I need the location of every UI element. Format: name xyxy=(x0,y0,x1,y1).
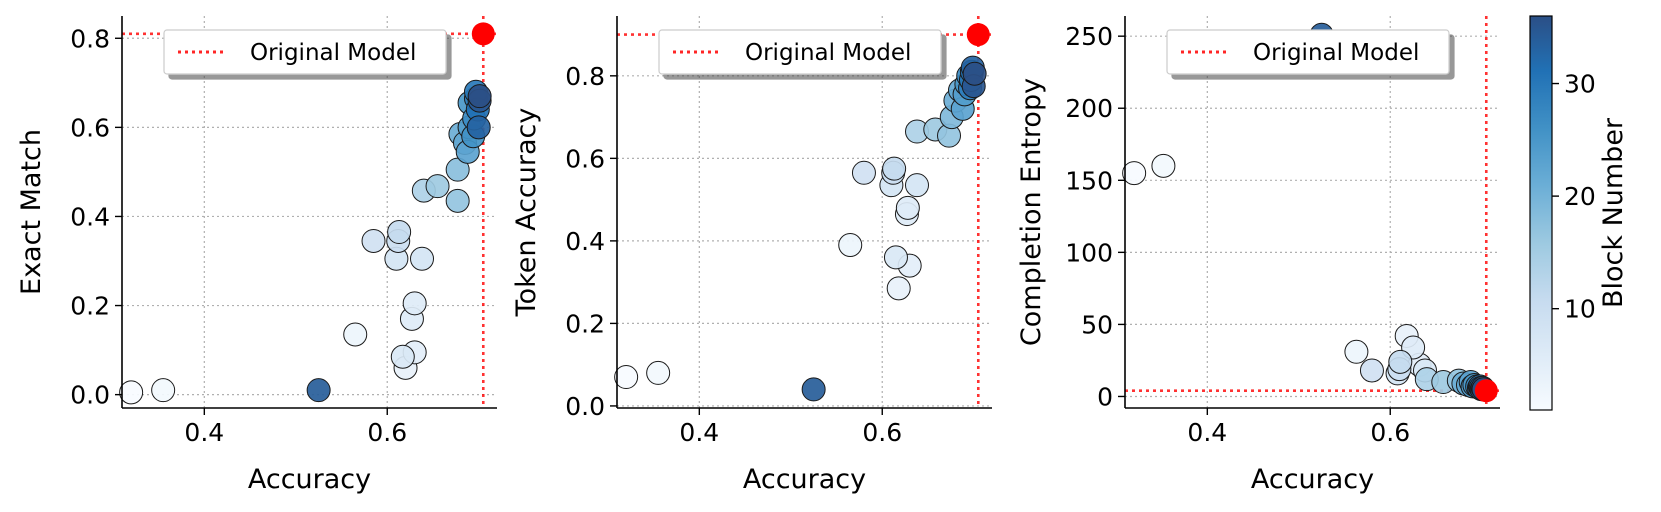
data-point xyxy=(801,377,826,402)
colorbar: 10 20 30 Block Number xyxy=(1529,15,1629,411)
legend-label: Original Model xyxy=(250,40,416,66)
data-point xyxy=(646,360,671,385)
data-point xyxy=(467,84,492,109)
y-axis-label: Completion Entropy xyxy=(1016,78,1047,346)
legend-label: Original Model xyxy=(745,40,911,66)
panel-token-accuracy: 0.4 0.6 0.0 0.2 0.4 0.6 0.8 Accuracy Token Accur… xyxy=(511,16,992,495)
legend-box xyxy=(1166,29,1450,75)
data-point xyxy=(838,233,863,258)
data-point xyxy=(1344,339,1369,364)
y-tick-label: 0.0 xyxy=(565,392,605,421)
colorbar-tick-label: 10 xyxy=(1564,295,1596,324)
colorbar-ticks: 10 20 30 xyxy=(1552,70,1596,324)
legend-box xyxy=(658,29,942,75)
gridlines xyxy=(122,16,497,408)
colorbar-tick-label: 20 xyxy=(1564,182,1596,211)
data-point xyxy=(390,344,415,369)
gridlines xyxy=(1125,16,1500,408)
y-axis-label: Exact Match xyxy=(16,129,47,295)
data-point xyxy=(1122,161,1147,186)
legend: Original Model xyxy=(1166,29,1450,75)
y-axis-label: Token Accuracy xyxy=(511,108,542,318)
panel-completion-entropy: 0.4 0.6 0 50 100 150 200 250 Accuracy Completion … xyxy=(1016,16,1500,495)
y-tick-label: 0.6 xyxy=(565,144,605,173)
original-model-point xyxy=(1474,379,1498,403)
x-axis-label: Accuracy xyxy=(248,464,371,495)
y-tick-label: 0.0 xyxy=(70,381,110,410)
data-point xyxy=(614,365,639,390)
x-tick-label: 0.6 xyxy=(367,418,407,447)
y-tick-label: 0.4 xyxy=(70,202,110,231)
x-tick-label: 0.6 xyxy=(862,418,902,447)
data-point xyxy=(402,291,427,316)
y-tick-label: 0.2 xyxy=(70,292,110,321)
data-point xyxy=(119,380,144,405)
x-axis-label: Accuracy xyxy=(743,464,866,495)
scatter-points xyxy=(119,79,492,405)
y-tick-label: 250 xyxy=(1065,22,1113,51)
y-tick-label: 0 xyxy=(1097,382,1113,411)
legend-box xyxy=(163,29,447,75)
data-point xyxy=(962,61,987,86)
data-point xyxy=(883,245,908,270)
gridlines xyxy=(617,16,992,408)
data-point xyxy=(886,276,911,301)
data-point xyxy=(1388,349,1413,374)
legend: Original Model xyxy=(163,29,447,75)
x-tick-label: 0.4 xyxy=(679,418,719,447)
data-point xyxy=(851,160,876,185)
x-tick-label: 0.4 xyxy=(184,418,224,447)
y-tick-label: 0.4 xyxy=(565,227,605,256)
data-point xyxy=(1359,358,1384,383)
legend-label: Original Model xyxy=(1253,40,1419,66)
y-tick-label: 150 xyxy=(1065,166,1113,195)
data-point xyxy=(343,322,368,347)
y-tick-label: 0.2 xyxy=(565,309,605,338)
y-tick-label: 0.8 xyxy=(565,62,605,91)
original-model-point xyxy=(966,23,990,47)
data-point xyxy=(361,228,386,253)
colorbar-label: Block Number xyxy=(1598,117,1629,308)
colorbar-gradient xyxy=(1529,15,1553,411)
data-point xyxy=(445,188,470,213)
scatter-points xyxy=(614,55,987,402)
y-tick-label: 100 xyxy=(1065,238,1113,267)
y-tick-label: 50 xyxy=(1081,310,1113,339)
colorbar-tick-label: 30 xyxy=(1564,70,1596,99)
original-model-point xyxy=(471,22,495,46)
x-axis-label: Accuracy xyxy=(1251,464,1374,495)
data-point xyxy=(1151,153,1176,178)
y-tick-label: 0.6 xyxy=(70,113,110,142)
data-point xyxy=(882,156,907,181)
x-tick-label: 0.6 xyxy=(1370,418,1410,447)
data-point xyxy=(905,173,929,198)
panel-exact-match: 0.4 0.6 0.0 0.2 0.4 0.6 0.8 Accuracy Exact Match… xyxy=(16,16,497,495)
scatter-points xyxy=(1122,22,1496,402)
data-point xyxy=(151,378,176,403)
legend: Original Model xyxy=(658,29,942,75)
y-tick-label: 200 xyxy=(1065,94,1113,123)
data-point xyxy=(895,195,920,220)
data-point xyxy=(387,220,412,245)
data-point xyxy=(425,174,450,199)
y-tick-label: 0.8 xyxy=(70,24,110,53)
data-point xyxy=(306,378,331,403)
data-point xyxy=(466,115,491,140)
x-tick-label: 0.4 xyxy=(1187,418,1227,447)
data-point xyxy=(410,246,434,271)
